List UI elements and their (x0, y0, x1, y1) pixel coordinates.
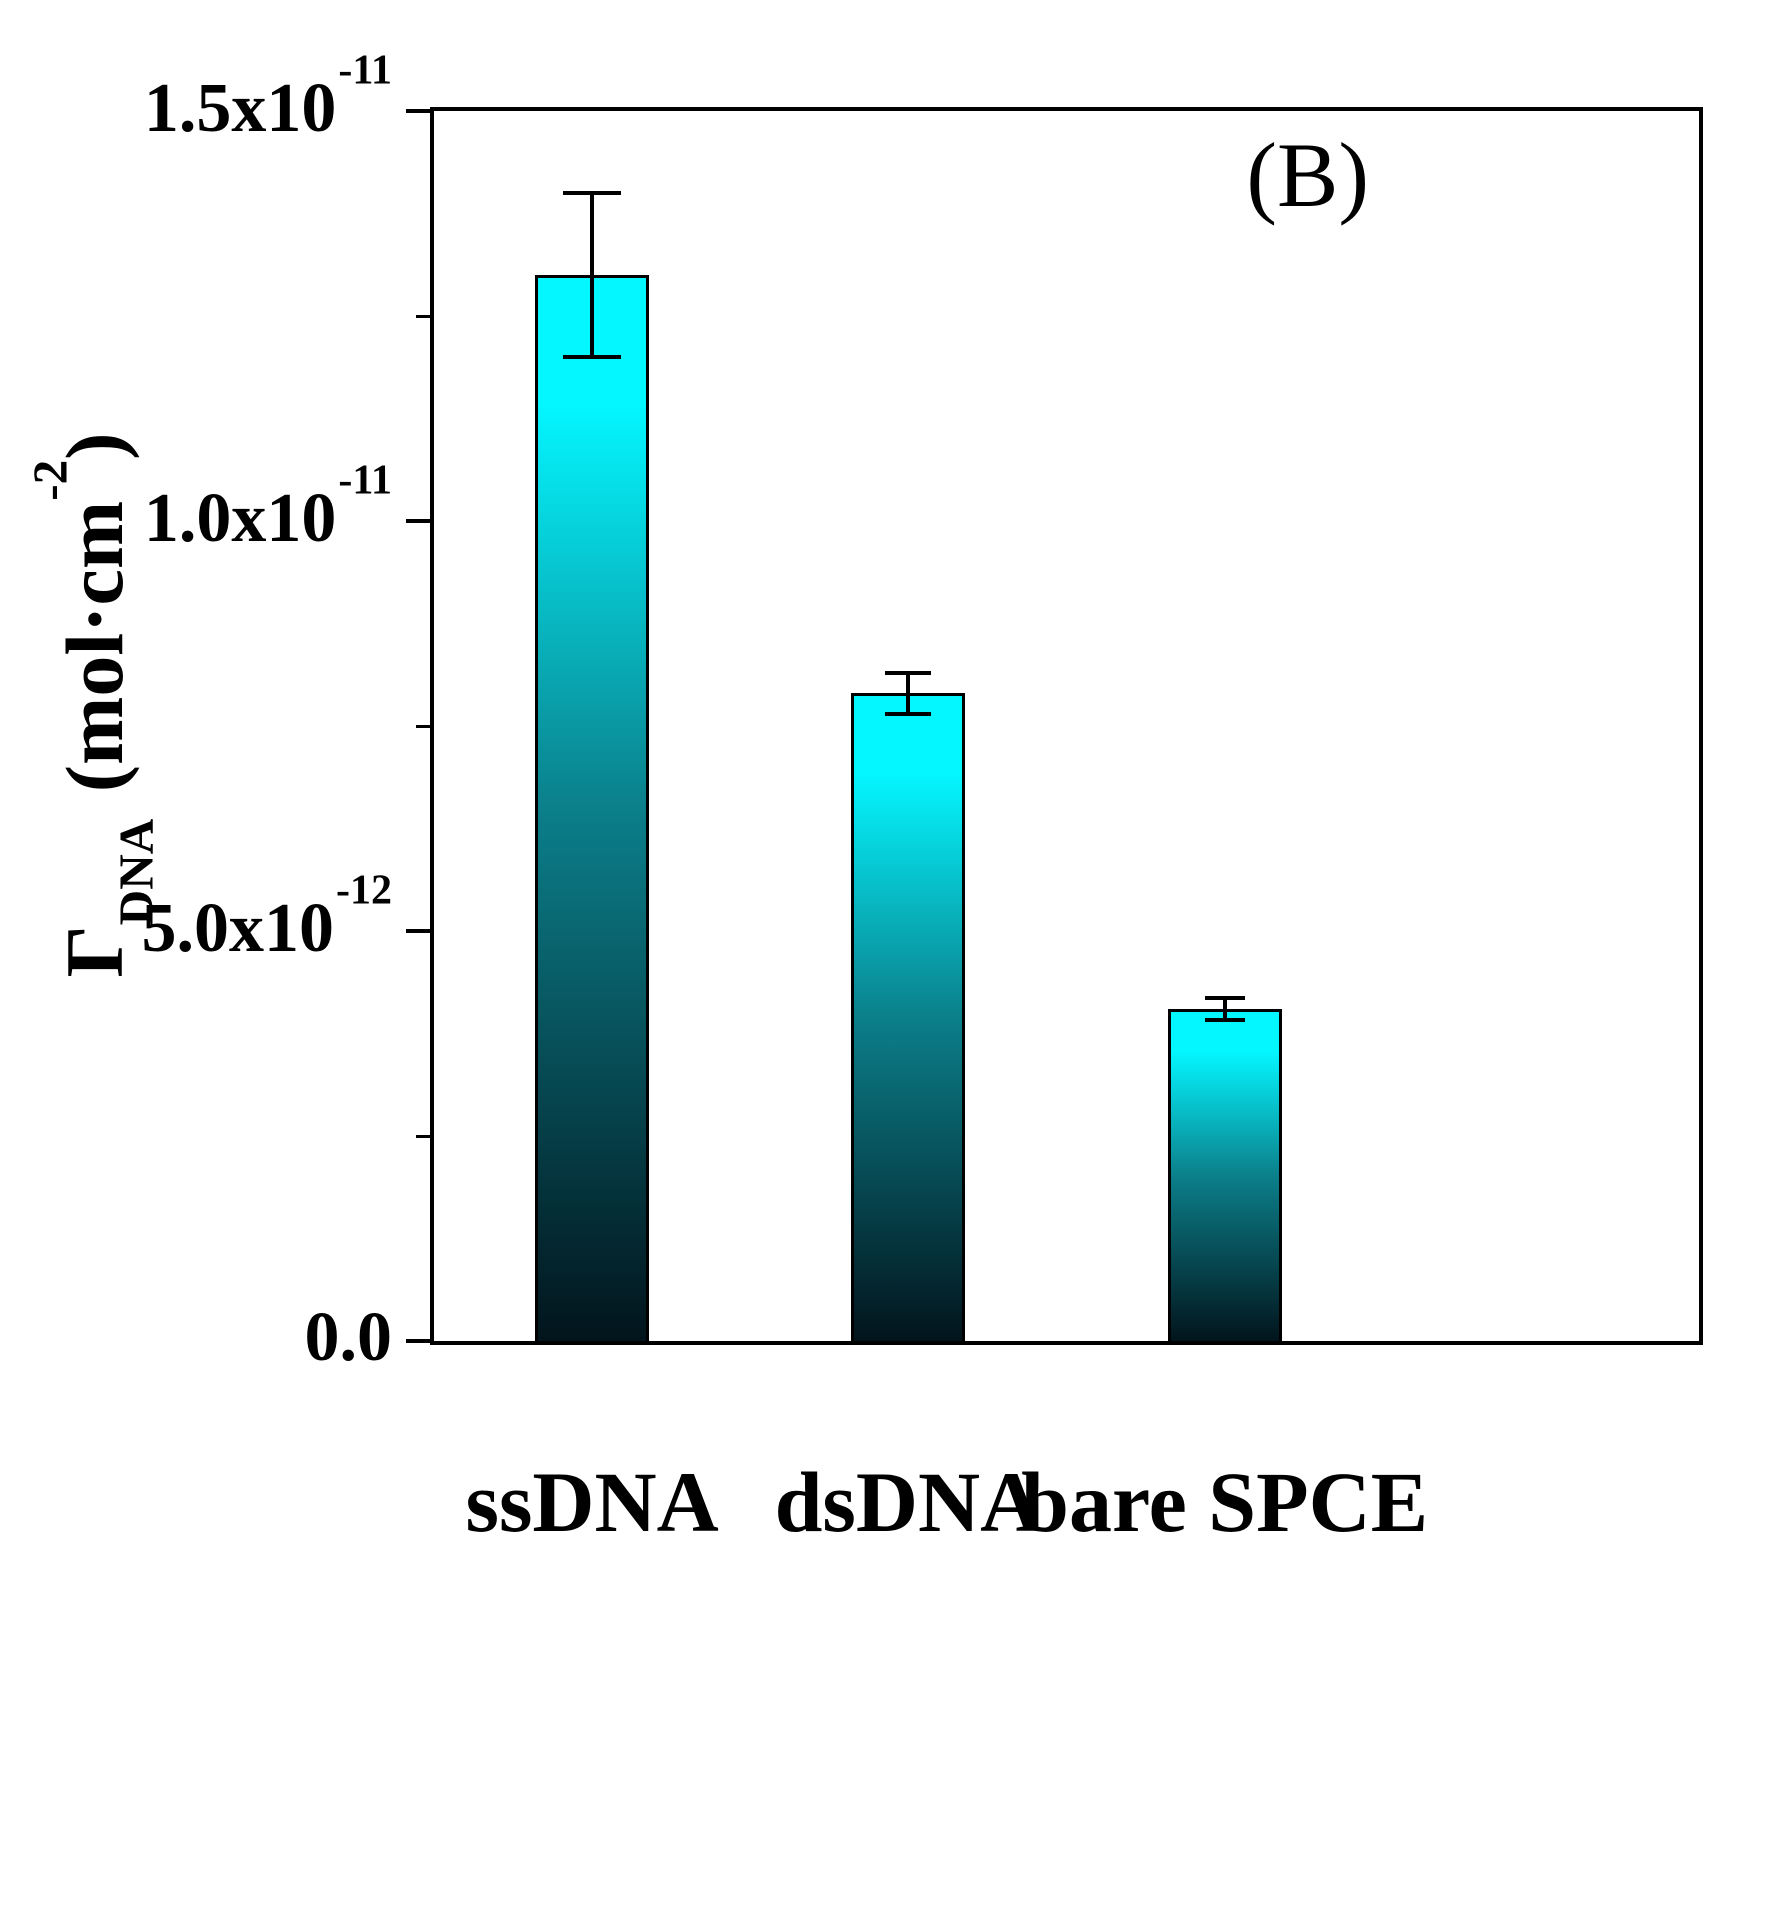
bar-bare-spce (1167, 1008, 1282, 1341)
plot-area: (B) (430, 107, 1703, 1345)
y-tick-label: 1.5x10-11 (143, 47, 392, 147)
panel-label: (B) (1246, 124, 1369, 226)
y-tick-label: 1.0x10-11 (143, 457, 392, 557)
x-category-label: dsDNA (774, 1454, 1043, 1550)
bar-dsdna (851, 693, 966, 1341)
y-minor-tick (416, 1134, 430, 1138)
y-tick-label: 5.0x10-12 (141, 867, 393, 967)
y-major-tick (406, 1339, 430, 1343)
y-major-tick (406, 929, 430, 933)
y-major-tick (406, 109, 430, 113)
y-minor-tick (416, 314, 430, 318)
error-bar-cap (885, 670, 932, 675)
error-bar-cap (885, 711, 932, 716)
x-category-label: ssDNA (465, 1454, 719, 1550)
y-minor-tick (416, 724, 430, 728)
x-category-label: bare SPCE (1021, 1454, 1429, 1550)
error-bar (906, 672, 911, 714)
error-bar-cap (563, 191, 622, 195)
error-bar-cap (1204, 1017, 1245, 1022)
error-bar-cap (1204, 996, 1245, 1001)
error-bar (590, 193, 595, 357)
y-tick-label: 0.0 (304, 1299, 393, 1377)
error-bar-cap (563, 355, 622, 359)
bar-ssdna (535, 275, 650, 1341)
y-major-tick (406, 519, 430, 523)
error-bar (1222, 998, 1227, 1020)
